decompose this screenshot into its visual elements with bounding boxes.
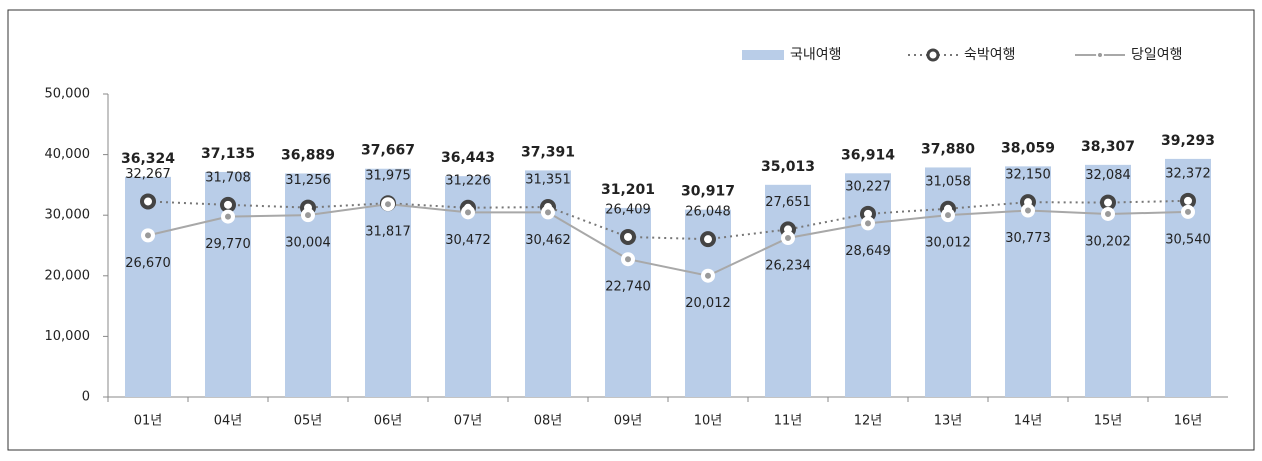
point-value-label: 31,975 <box>365 169 411 184</box>
y-tick-label: 30,000 <box>45 208 91 223</box>
point-value-label: 30,462 <box>525 233 571 248</box>
bar-value-label: 37,880 <box>921 141 975 157</box>
bar-value-label: 38,307 <box>1081 139 1135 155</box>
point <box>140 193 156 210</box>
point-value-label: 32,372 <box>1165 166 1211 181</box>
x-tick-label: 04년 <box>214 414 243 429</box>
point-value-label: 31,817 <box>365 225 411 240</box>
point-value-label: 26,048 <box>685 205 731 220</box>
point <box>141 228 155 243</box>
point-value-label: 26,670 <box>125 256 171 271</box>
x-tick-label: 10년 <box>694 414 723 429</box>
x-tick-label: 05년 <box>294 414 323 429</box>
point-value-label: 31,226 <box>445 173 491 188</box>
point-value-label: 22,740 <box>605 280 651 295</box>
bar-value-label: 35,013 <box>761 159 815 175</box>
point-value-label: 32,084 <box>1085 168 1131 183</box>
point <box>1181 204 1195 219</box>
point-value-label: 31,351 <box>525 173 571 188</box>
point <box>941 208 955 223</box>
point <box>621 252 635 267</box>
bar-value-label: 30,917 <box>681 184 735 200</box>
point-value-label: 30,472 <box>445 233 491 248</box>
bar-value-label: 37,667 <box>361 143 415 159</box>
bar <box>765 184 811 397</box>
legend-label: 당일여행 <box>1131 47 1183 63</box>
point <box>700 231 716 248</box>
y-tick-label: 0 <box>82 390 90 405</box>
bar-value-label: 36,443 <box>441 150 495 166</box>
point <box>701 268 715 283</box>
point-value-label: 30,202 <box>1085 234 1131 249</box>
x-tick-label: 15년 <box>1094 414 1123 429</box>
point-value-label: 30,540 <box>1165 232 1211 247</box>
point-value-label: 32,267 <box>125 167 171 182</box>
point <box>301 208 315 223</box>
point <box>541 205 555 220</box>
y-tick-label: 10,000 <box>45 329 91 344</box>
point-value-label: 28,649 <box>845 244 891 259</box>
point-value-label: 32,150 <box>1005 168 1051 183</box>
point <box>1100 194 1116 211</box>
legend-label: 숙박여행 <box>964 47 1016 63</box>
point <box>1021 203 1035 218</box>
x-tick-label: 16년 <box>1174 414 1203 429</box>
point <box>381 197 395 212</box>
point-value-label: 20,012 <box>685 296 731 311</box>
point-value-label: 26,234 <box>765 259 811 274</box>
point-value-label: 31,256 <box>285 173 331 188</box>
legend-swatch <box>742 50 784 60</box>
point-value-label: 27,651 <box>765 195 811 210</box>
bar-value-label: 39,293 <box>1161 133 1215 149</box>
bar-value-label: 31,201 <box>601 182 655 198</box>
bar <box>125 176 171 397</box>
x-tick-label: 09년 <box>614 414 643 429</box>
x-tick-label: 13년 <box>934 414 963 429</box>
point-value-label: 30,004 <box>285 236 331 251</box>
bar-value-label: 36,324 <box>121 151 175 167</box>
point-value-label: 31,058 <box>925 174 971 189</box>
point <box>461 205 475 220</box>
x-tick-label: 01년 <box>134 414 163 429</box>
point-value-label: 30,012 <box>925 236 971 251</box>
point <box>620 228 636 245</box>
y-tick-label: 40,000 <box>45 147 91 162</box>
legend-marker <box>926 48 940 62</box>
x-tick-label: 07년 <box>454 414 483 429</box>
bar-value-label: 36,914 <box>841 147 895 163</box>
point-value-label: 26,409 <box>605 202 651 217</box>
x-tick-label: 06년 <box>374 414 403 429</box>
legend-marker <box>1096 51 1104 59</box>
point <box>221 209 235 224</box>
point-value-label: 30,773 <box>1005 231 1051 246</box>
point-value-label: 31,708 <box>205 170 251 185</box>
x-tick-label: 12년 <box>854 414 883 429</box>
y-tick-label: 50,000 <box>45 87 91 102</box>
point-value-label: 29,770 <box>205 237 251 252</box>
point <box>1101 206 1115 221</box>
line <box>147 203 1189 277</box>
x-tick-label: 14년 <box>1014 414 1043 429</box>
point <box>861 216 875 231</box>
legend-label: 국내여행 <box>790 47 842 63</box>
point <box>781 231 795 246</box>
bar-value-label: 37,391 <box>521 144 575 160</box>
bar-value-label: 38,059 <box>1001 140 1055 156</box>
bar-value-label: 36,889 <box>281 147 335 163</box>
point <box>220 196 236 213</box>
bar-value-label: 37,135 <box>201 146 255 162</box>
x-tick-label: 08년 <box>534 414 563 429</box>
x-tick-label: 11년 <box>774 414 803 429</box>
y-tick-label: 20,000 <box>45 268 91 283</box>
point-value-label: 30,227 <box>845 179 891 194</box>
